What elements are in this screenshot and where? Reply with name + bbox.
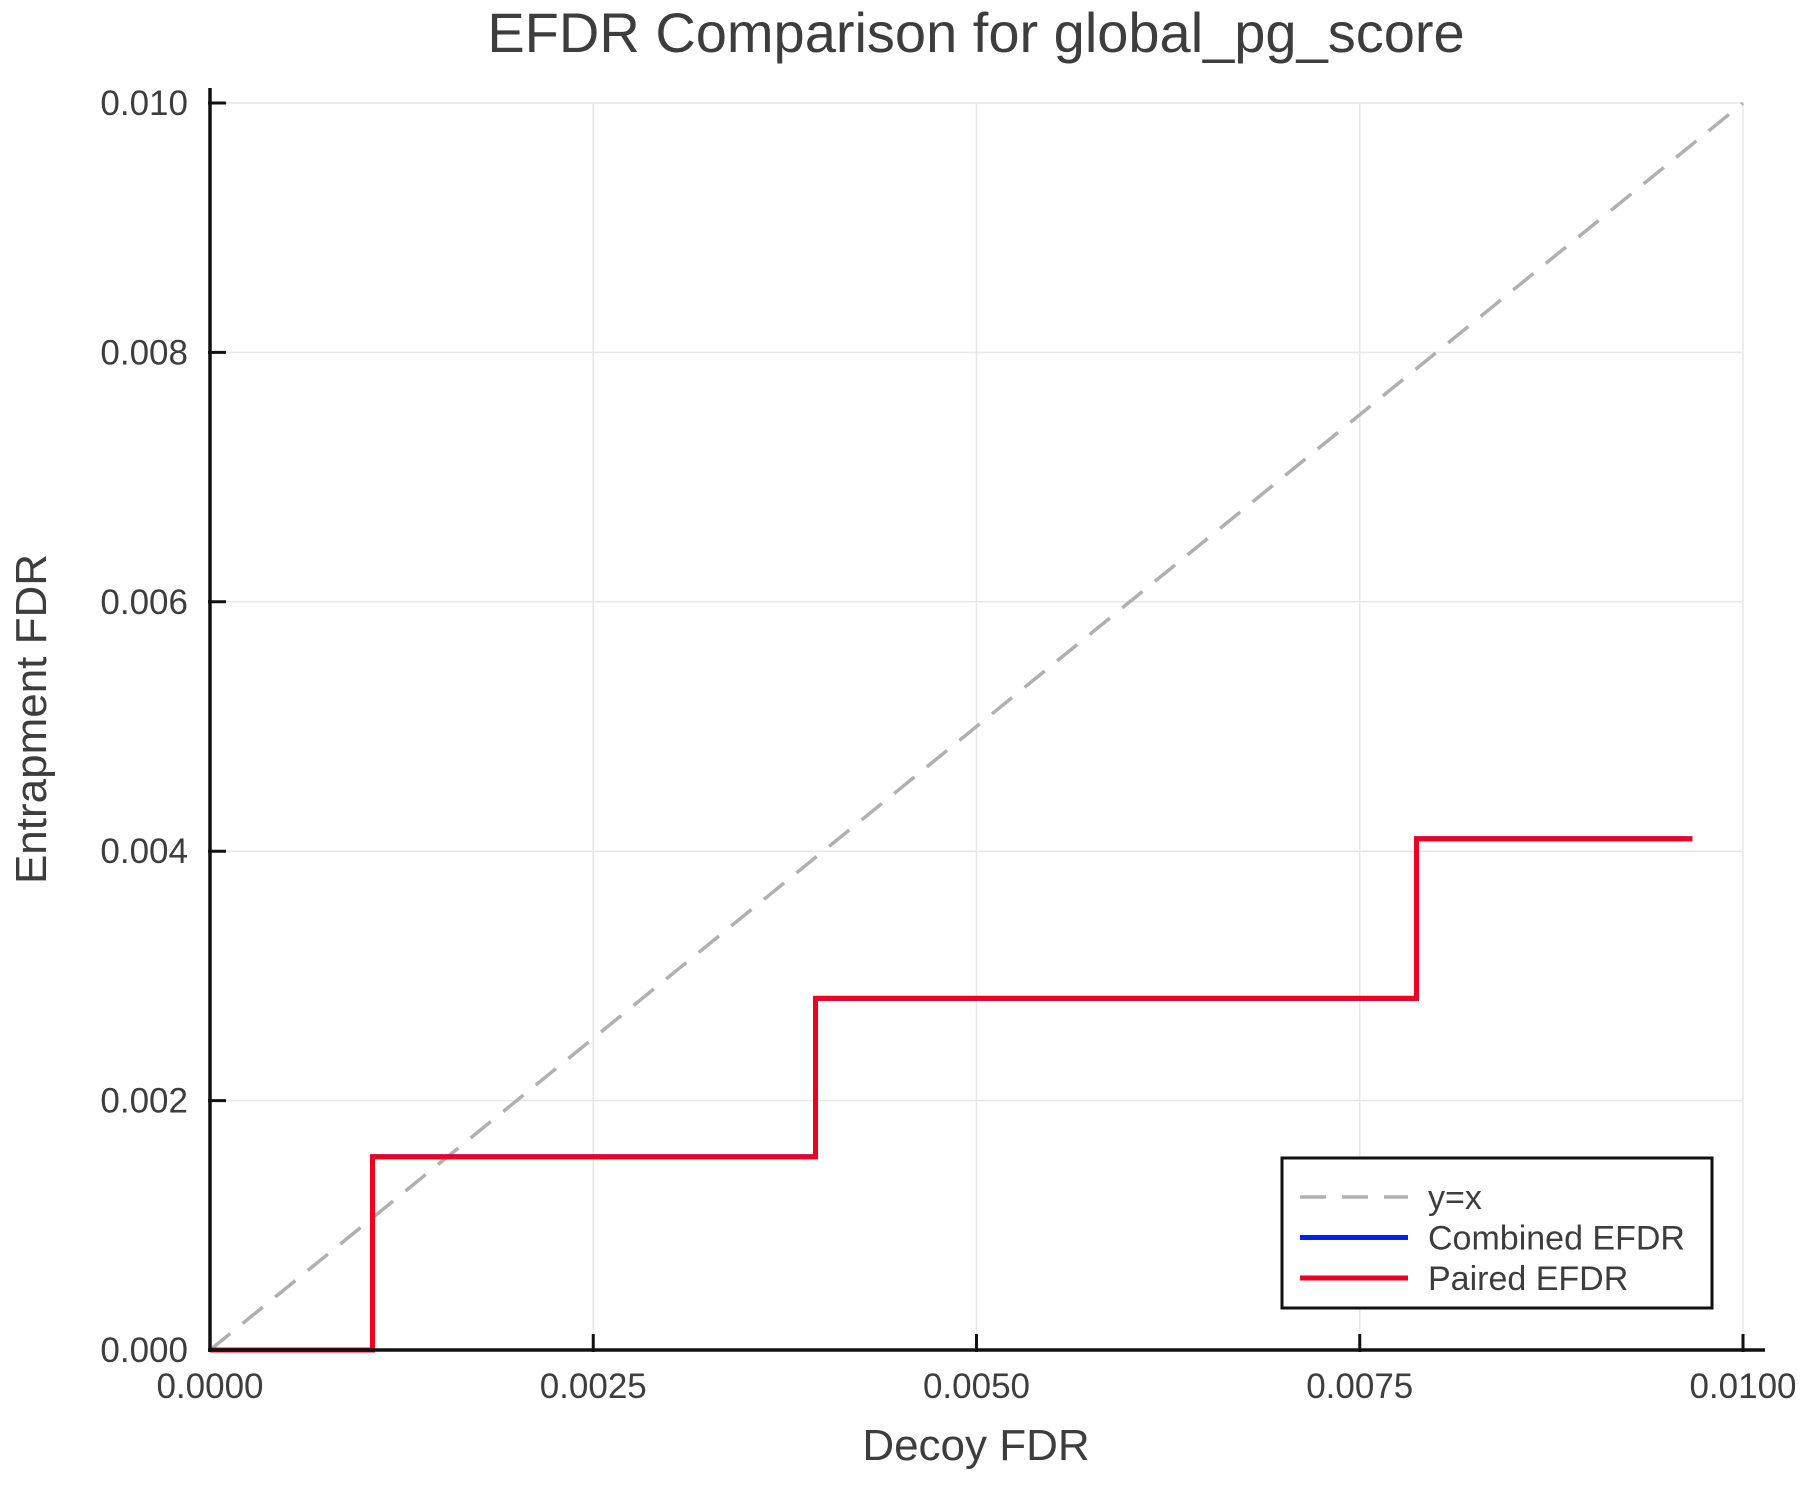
- x-tick-label: 0.0050: [923, 1367, 1030, 1406]
- y-tick-label: 0.008: [100, 333, 188, 372]
- series-lines: [208, 101, 1745, 1353]
- y-tick-labels: 0.000 0.002 0.004 0.006 0.008 0.010: [100, 84, 188, 1370]
- y-tick-label: 0.004: [100, 832, 188, 871]
- y-tick-label: 0.010: [100, 84, 188, 123]
- y-tick-label: 0.000: [100, 1331, 188, 1370]
- x-tick-label: 0.0100: [1689, 1367, 1796, 1406]
- axis-ticks: [208, 101, 1745, 1352]
- x-tick-label: 0.0075: [1306, 1367, 1413, 1406]
- y-axis-label: Entrapment FDR: [7, 554, 56, 884]
- legend-label-1: Combined EFDR: [1428, 1220, 1685, 1258]
- chart-title: EFDR Comparison for global_pg_score: [487, 1, 1464, 64]
- axes-spines: [208, 88, 1765, 1352]
- y-tick-label: 0.002: [100, 1082, 188, 1121]
- legend-box: [1280, 1156, 1714, 1310]
- series-line-0: [208, 101, 1745, 1352]
- series-line-2: [210, 836, 1693, 1353]
- x-tick-label: 0.0000: [156, 1367, 263, 1406]
- legend-label-2: Paired EFDR: [1428, 1260, 1628, 1298]
- x-axis-label: Decoy FDR: [862, 1421, 1089, 1470]
- x-tick-label: 0.0025: [540, 1367, 647, 1406]
- x-tick-labels: 0.0000 0.0025 0.0050 0.0075 0.0100: [156, 1367, 1796, 1406]
- y-tick-label: 0.006: [100, 583, 188, 622]
- legend-label-0: y=x: [1428, 1179, 1482, 1217]
